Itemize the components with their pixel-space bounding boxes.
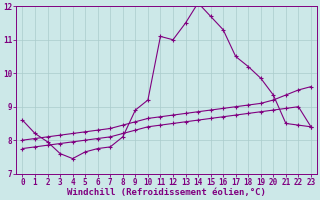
X-axis label: Windchill (Refroidissement éolien,°C): Windchill (Refroidissement éolien,°C) xyxy=(67,188,266,197)
